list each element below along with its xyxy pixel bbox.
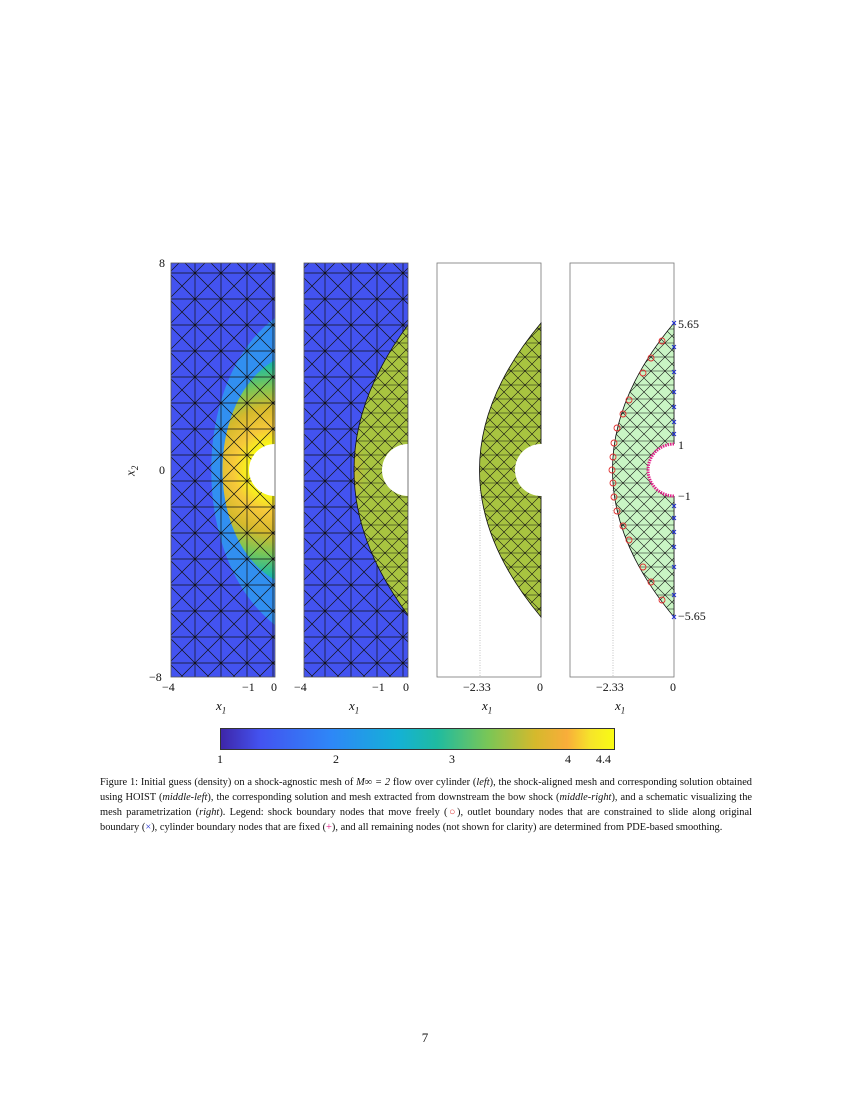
p3-x-tick-neg233: −2.33 bbox=[463, 680, 491, 694]
y-axis-label: x2 bbox=[122, 465, 140, 476]
colorbar-tick-4: 4 bbox=[565, 752, 571, 766]
p1-x-axis-label: x1 bbox=[216, 698, 227, 716]
panel-right bbox=[569, 262, 700, 678]
p2-x-tick-neg4: −4 bbox=[294, 680, 307, 694]
colorbar-tick-2: 2 bbox=[333, 752, 339, 766]
p4-right-tick-565: 5.65 bbox=[678, 317, 699, 331]
circle-marker-icon: ○ bbox=[447, 807, 458, 818]
panel-left bbox=[171, 263, 275, 677]
figure-panels bbox=[170, 262, 700, 678]
colorbar-tick-44: 4.4 bbox=[596, 752, 611, 766]
p1-x-tick-0: 0 bbox=[271, 680, 277, 694]
y-tick-8: 8 bbox=[159, 256, 165, 270]
page-number: 7 bbox=[421, 1030, 429, 1045]
p1-x-tick-neg1: −1 bbox=[242, 680, 255, 694]
figure-caption: Figure 1: Initial guess (density) on a s… bbox=[100, 777, 753, 833]
p4-right-tick-1: 1 bbox=[678, 438, 684, 452]
p2-x-tick-neg1: −1 bbox=[372, 680, 385, 694]
colorbar bbox=[220, 728, 615, 750]
p4-right-tick-neg565: −5.65 bbox=[678, 609, 706, 623]
caption-label: Figure 1: bbox=[100, 777, 139, 788]
p4-x-axis-label: x1 bbox=[615, 698, 626, 716]
plus-marker-icon: + bbox=[326, 822, 332, 833]
p3-x-axis-label: x1 bbox=[482, 698, 493, 716]
p1-x-tick-neg4: −4 bbox=[162, 680, 175, 694]
cross-marker-icon: × bbox=[145, 822, 152, 833]
p4-x-tick-neg233: −2.33 bbox=[596, 680, 624, 694]
panel-middle-left bbox=[304, 263, 408, 677]
colorbar-tick-1: 1 bbox=[217, 752, 223, 766]
panel-middle-right bbox=[436, 262, 567, 678]
y-tick-neg8: −8 bbox=[149, 670, 162, 684]
colorbar-tick-3: 3 bbox=[449, 752, 455, 766]
p2-x-tick-0: 0 bbox=[403, 680, 409, 694]
p4-right-tick-neg1: −1 bbox=[678, 489, 691, 503]
p4-x-tick-0: 0 bbox=[670, 680, 676, 694]
y-tick-0: 0 bbox=[159, 463, 165, 477]
p3-x-tick-0: 0 bbox=[537, 680, 543, 694]
p2-x-axis-label: x1 bbox=[349, 698, 360, 716]
